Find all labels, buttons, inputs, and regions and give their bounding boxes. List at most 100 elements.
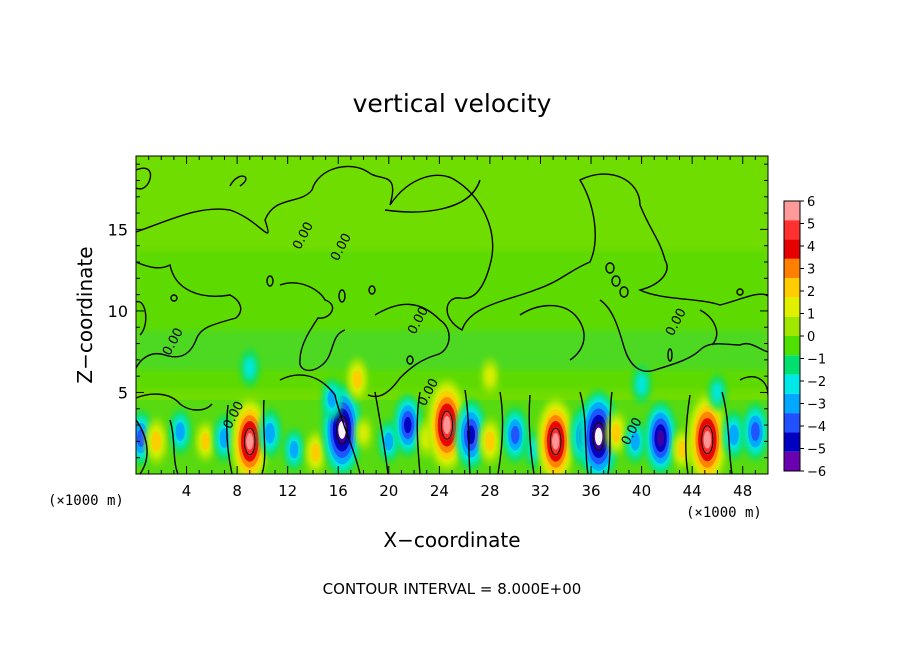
colorbar-label: 2 bbox=[807, 285, 815, 300]
y-tick-label: 15 bbox=[108, 220, 128, 239]
velocity-cell bbox=[624, 419, 647, 464]
velocity-cell-contour bbox=[592, 421, 605, 452]
x-tick-label: 36 bbox=[581, 482, 600, 500]
velocity-cell-contour bbox=[440, 410, 454, 440]
contour-interval-note: CONTOUR INTERVAL = 8.000E+00 bbox=[323, 580, 582, 598]
colorbar-swatch bbox=[784, 432, 800, 452]
colorbar-label: 0 bbox=[807, 330, 815, 345]
colorbar-label: −3 bbox=[807, 398, 826, 413]
velocity-cell-layer bbox=[751, 422, 760, 441]
velocity-cell-layer bbox=[327, 390, 337, 408]
velocity-cell bbox=[144, 417, 168, 466]
velocity-cell bbox=[480, 357, 500, 395]
velocity-cell-contour bbox=[243, 427, 256, 456]
velocity-cell-layer bbox=[289, 440, 299, 459]
velocity-cell bbox=[502, 406, 529, 464]
colorbar-swatch bbox=[784, 451, 800, 471]
velocity-cell bbox=[354, 415, 373, 451]
velocity-cell bbox=[230, 397, 269, 474]
velocity-cell-layer bbox=[384, 432, 394, 451]
velocity-cell-layer bbox=[635, 372, 648, 396]
x-tick-label: 16 bbox=[329, 482, 348, 500]
velocity-cell-layer bbox=[728, 424, 739, 446]
x-tick-label: 28 bbox=[480, 482, 499, 500]
velocity-cell bbox=[707, 374, 728, 411]
velocity-cell-layer bbox=[358, 423, 369, 444]
velocity-cell bbox=[478, 417, 502, 466]
colorbar-label: −6 bbox=[807, 465, 826, 480]
colorbar-swatch bbox=[784, 336, 800, 356]
colorbar-label: −4 bbox=[807, 420, 826, 435]
velocity-cell-layer bbox=[443, 416, 451, 434]
velocity-cell bbox=[321, 377, 343, 421]
velocity-cell-layer bbox=[611, 423, 621, 443]
colorbar-swatch bbox=[784, 239, 800, 259]
colorbar-label: −5 bbox=[807, 443, 826, 458]
velocity-cell-layer bbox=[677, 441, 687, 459]
colorbar: 6 5 4 3 2 1 0 −1 −2 −3 −4 −5 −6 bbox=[783, 195, 826, 480]
velocity-cell-contour bbox=[701, 425, 714, 455]
velocity-cell-contour bbox=[549, 427, 562, 456]
velocity-cell bbox=[346, 357, 369, 402]
colorbar-label: 1 bbox=[807, 308, 815, 323]
y-tick-label: 10 bbox=[108, 302, 128, 321]
velocity-cell bbox=[741, 402, 768, 461]
x-tick-label: 20 bbox=[379, 482, 398, 500]
colorbar-swatch bbox=[784, 201, 800, 221]
velocity-cell bbox=[304, 430, 327, 474]
velocity-cell-layer bbox=[265, 422, 275, 444]
velocity-cell-layer bbox=[656, 430, 665, 447]
x-axis-label: X−coordinate bbox=[383, 528, 520, 552]
velocity-cell-layer bbox=[511, 425, 520, 444]
y-tick-label: 5 bbox=[118, 383, 128, 402]
colorbar-swatch bbox=[784, 220, 800, 240]
zero-contours bbox=[136, 165, 768, 474]
colorbar-swatch bbox=[784, 374, 800, 394]
colorbar-label: 4 bbox=[807, 240, 815, 255]
colorbar-label: 5 bbox=[807, 218, 815, 233]
velocity-cell bbox=[257, 408, 282, 459]
x-tick-label: 8 bbox=[232, 482, 242, 500]
velocity-cells bbox=[136, 349, 768, 474]
velocity-cell-layer bbox=[703, 430, 712, 449]
x-tick-label: 24 bbox=[430, 482, 449, 500]
velocity-cell-layer bbox=[151, 431, 162, 452]
colorbar-swatch bbox=[784, 316, 800, 336]
colorbar-swatch bbox=[784, 297, 800, 317]
velocity-cell-contour bbox=[335, 415, 349, 445]
velocity-cell bbox=[239, 349, 260, 387]
x-tick-label: 12 bbox=[278, 482, 297, 500]
velocity-cell-layer bbox=[352, 370, 362, 389]
chart-title: vertical velocity bbox=[353, 89, 552, 118]
velocity-cell-layer bbox=[136, 429, 146, 447]
colorbar-swatch bbox=[784, 393, 800, 414]
colorbar-label: 3 bbox=[807, 263, 815, 278]
velocity-cell-layer bbox=[246, 433, 254, 450]
x-tick-label: 44 bbox=[683, 482, 702, 500]
colorbar-swatch bbox=[784, 413, 800, 433]
x-unit-label: (×1000 m) bbox=[686, 505, 762, 521]
velocity-cell bbox=[454, 398, 487, 471]
velocity-cell-layer bbox=[404, 416, 412, 434]
colorbar-label: −2 bbox=[807, 375, 826, 390]
velocity-cell bbox=[644, 401, 677, 474]
colorbar-label: 6 bbox=[807, 195, 815, 210]
x-tick-label: 4 bbox=[182, 482, 192, 500]
x-tick-label: 32 bbox=[531, 482, 550, 500]
velocity-cell-layer bbox=[310, 443, 321, 462]
velocity-cell-layer bbox=[484, 365, 496, 387]
velocity-cell bbox=[283, 428, 305, 471]
velocity-cell bbox=[195, 420, 216, 462]
y-unit-label: (×1000 m) bbox=[48, 493, 124, 509]
y-axis-label: Z−coordinate bbox=[73, 246, 97, 383]
velocity-cell-layer bbox=[175, 422, 185, 441]
colorbar-swatch bbox=[784, 278, 800, 298]
velocity-cell-layer bbox=[594, 427, 603, 446]
colorbar-swatch bbox=[784, 258, 800, 279]
colorbar-label: −1 bbox=[807, 353, 826, 368]
velocity-cell-layer bbox=[711, 381, 724, 404]
velocity-cell-layer bbox=[244, 356, 256, 380]
velocity-cell bbox=[393, 393, 423, 457]
